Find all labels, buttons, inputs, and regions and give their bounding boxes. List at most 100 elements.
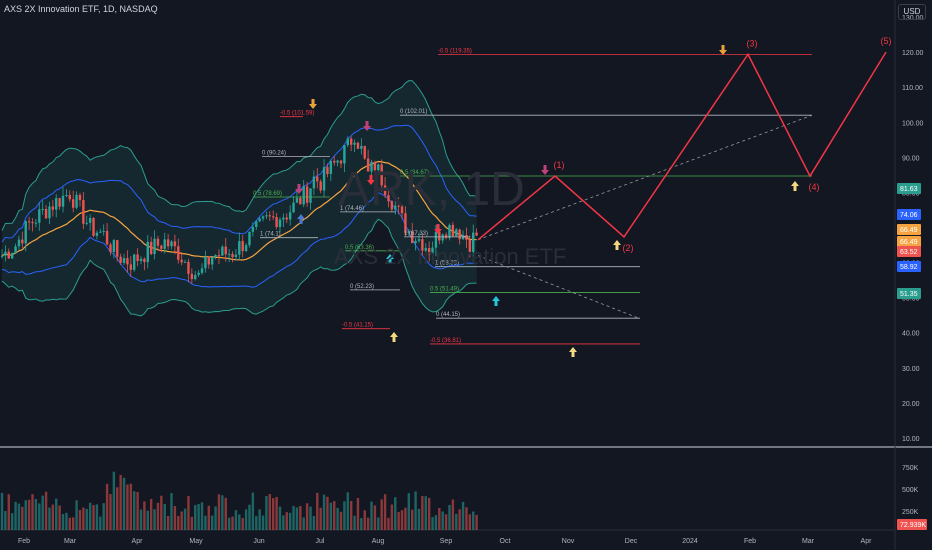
price-tag-label: 81.63	[900, 186, 918, 193]
candle-body	[231, 253, 234, 258]
up-arrow-icon	[390, 332, 398, 342]
volume-bar	[397, 512, 400, 530]
fib-level-label: 0.5 (78.69)	[253, 191, 282, 197]
volume-bar	[472, 511, 475, 530]
volume-bar	[7, 494, 10, 530]
volume-bar	[394, 497, 397, 530]
candle-body	[14, 246, 17, 254]
x-tick-label: Jul	[316, 538, 325, 545]
candle-body	[156, 238, 160, 246]
candle-body	[427, 248, 431, 255]
volume-bar	[99, 516, 102, 530]
y-tick-label: 130.00	[902, 15, 924, 22]
candle-body	[424, 248, 427, 251]
fib-level-label: 0 (44.15)	[436, 312, 460, 318]
volume-bar	[292, 505, 295, 530]
candle-body	[244, 245, 248, 252]
volume-bar	[475, 514, 478, 530]
volume-bar	[139, 509, 143, 530]
candle-body	[61, 195, 65, 207]
volume-bar	[458, 509, 461, 530]
volume-bar	[468, 514, 472, 530]
price-tag	[897, 224, 921, 235]
fib-level-label: 0.5 (51.49)	[430, 286, 459, 292]
volume-bar	[27, 499, 31, 530]
candle-body	[200, 268, 204, 273]
candle-body	[210, 256, 214, 265]
volume-bar	[197, 504, 200, 530]
candle-body	[258, 218, 261, 222]
volume-bar	[268, 493, 272, 530]
volume-bar	[180, 511, 183, 530]
candle-body	[119, 256, 122, 263]
down-arrow-icon	[367, 175, 375, 185]
candle-body	[394, 205, 397, 210]
volume-bar	[282, 515, 285, 530]
volume-bar	[316, 492, 319, 530]
candle-body	[282, 217, 285, 220]
candle-body	[190, 273, 194, 280]
volume-tick-label: 250K	[902, 509, 919, 516]
volume-bar	[82, 507, 85, 530]
volume-bar	[414, 491, 417, 530]
volume-bar	[383, 494, 387, 530]
candle-body	[224, 246, 227, 255]
volume-bar	[149, 498, 153, 530]
candle-body	[380, 164, 383, 186]
candle-body	[75, 194, 78, 208]
currency-button[interactable]: USD	[898, 4, 926, 20]
up-arrow-icon	[297, 214, 305, 224]
price-tag	[897, 288, 921, 299]
volume-bar	[133, 491, 136, 530]
price-tag-label: 74.06	[900, 212, 918, 219]
volume-bar	[299, 506, 302, 530]
candle-body	[139, 258, 143, 262]
volume-bar	[343, 501, 346, 530]
volume-bar	[34, 499, 38, 530]
price-tag-label: 66.49	[900, 239, 918, 246]
volume-bar	[177, 515, 180, 530]
candle-body	[292, 202, 295, 213]
volume-bar	[153, 509, 156, 530]
candle-body	[78, 194, 82, 201]
candle-body	[102, 230, 105, 232]
price-tag	[897, 246, 921, 257]
candle-body	[441, 234, 444, 241]
volume-bar	[353, 515, 356, 530]
fib-level-label: 1 (74.1)	[260, 232, 281, 238]
price-tag	[897, 183, 921, 194]
volume-bar	[187, 496, 190, 530]
candle-body	[109, 244, 112, 252]
candle-body	[105, 230, 109, 245]
candle-body	[173, 241, 177, 247]
candle-body	[360, 145, 363, 149]
fib-level-label: 1 (58.83)	[435, 261, 459, 267]
volume-bar	[380, 499, 383, 530]
candle-body	[31, 222, 34, 224]
price-tag	[897, 261, 921, 272]
candle-body	[136, 254, 139, 262]
volume-bar	[309, 506, 312, 530]
candle-body	[82, 200, 85, 224]
candle-body	[194, 274, 197, 280]
volume-bar	[160, 495, 163, 530]
volume-bar	[156, 502, 160, 530]
volume-bar	[349, 501, 353, 530]
volume-bar	[295, 507, 299, 530]
volume-bar	[41, 495, 44, 530]
candle-body	[92, 217, 95, 236]
upper-band	[1, 80, 477, 231]
volume-bar	[71, 517, 75, 530]
volume-bar	[214, 506, 217, 530]
volume-bar	[258, 509, 261, 530]
candle-body	[180, 259, 183, 263]
candle-body	[95, 232, 99, 236]
volume-bar	[204, 515, 207, 530]
candle-body	[21, 239, 24, 244]
volume-bar	[319, 507, 322, 530]
price-tag	[897, 209, 921, 220]
candle-body	[414, 240, 417, 244]
y-tick-label: 120.00	[902, 50, 924, 57]
volume-bar	[400, 510, 404, 530]
